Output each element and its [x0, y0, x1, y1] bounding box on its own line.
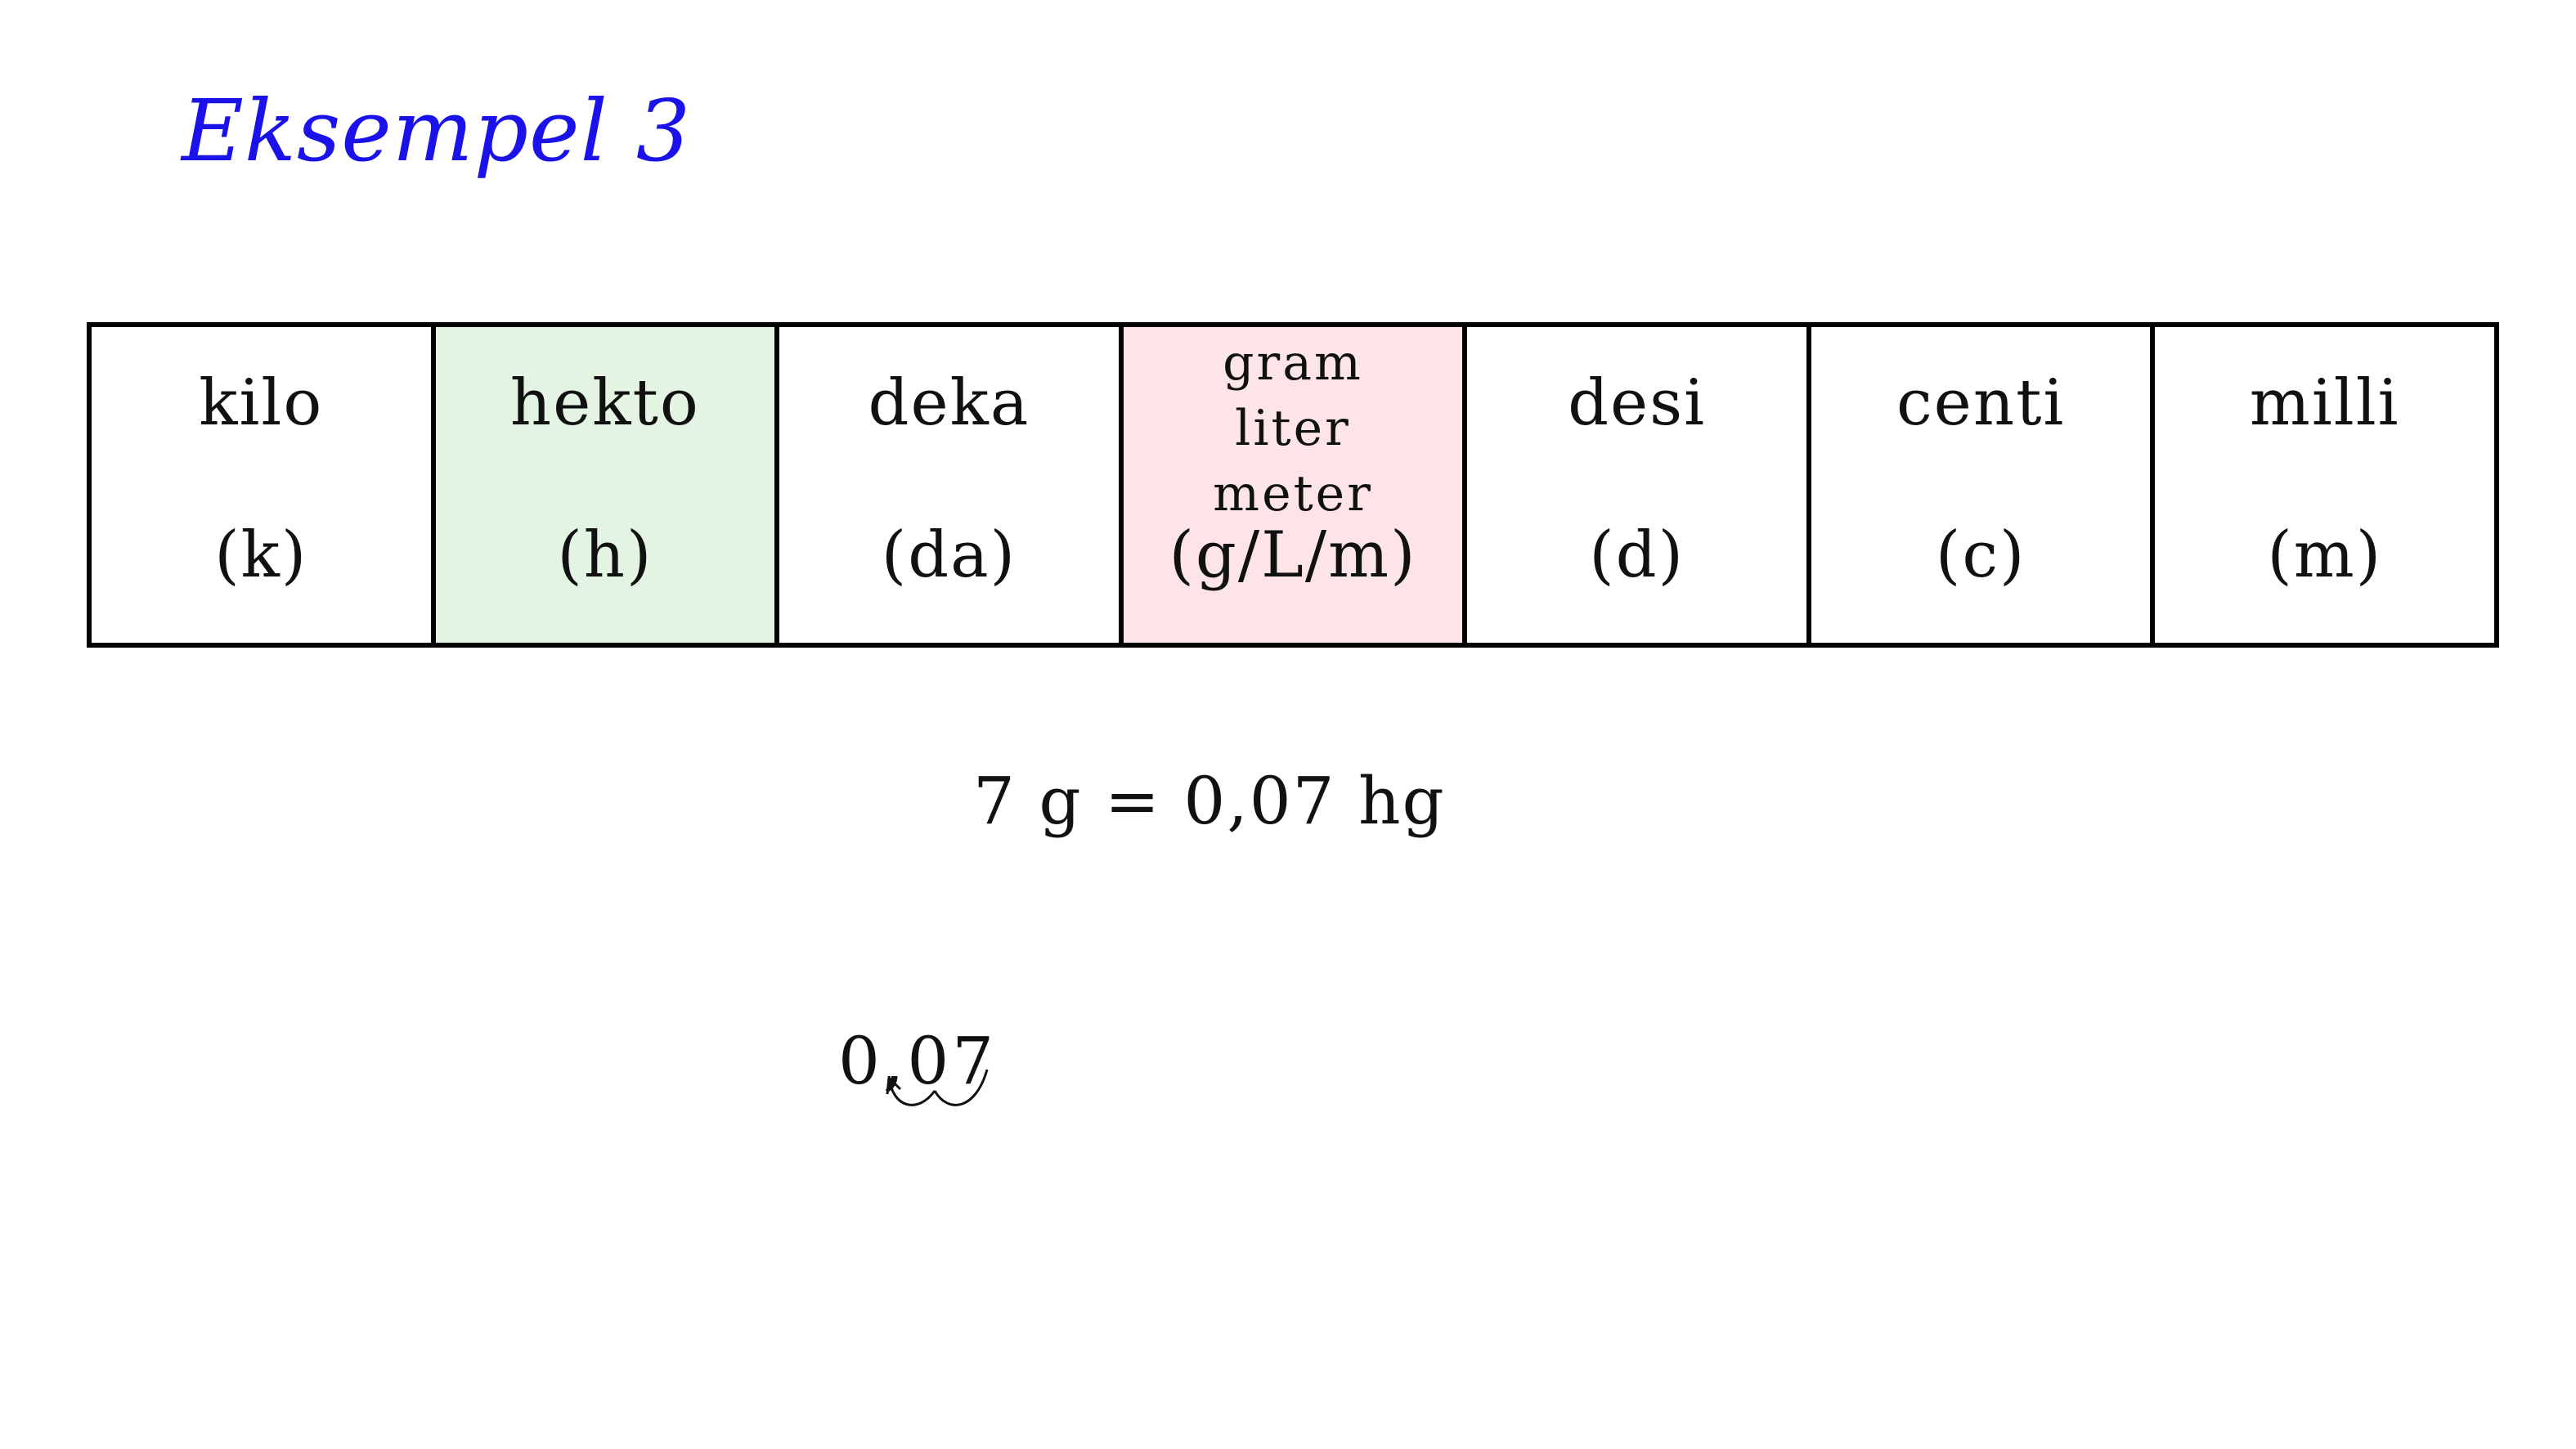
prefix-name: hekto: [509, 366, 700, 440]
prefix-abbreviation: (c): [1935, 518, 2026, 592]
prefix-cell-desi: desi (d): [1467, 327, 1811, 643]
unit-prefix-table: kilo (k) hekto (h) deka (da) gram liter …: [87, 322, 2499, 648]
prefix-cell-kilo: kilo (k): [92, 327, 436, 643]
prefix-name: milli: [2249, 366, 2400, 440]
prefix-abbreviation: (k): [214, 518, 308, 592]
base-unit-name-liter: liter: [1235, 400, 1351, 457]
decimal-hop-arrows: [886, 1069, 989, 1106]
shifted-number: 0,07: [838, 1023, 998, 1099]
conversion-equation: 7 g = 0,07 hg: [973, 763, 1446, 839]
prefix-abbreviation: (g/L/m): [1169, 518, 1417, 592]
prefix-cell-centi: centi (c): [1811, 327, 2156, 643]
prefix-name: centi: [1896, 366, 2066, 440]
base-unit-names: gram liter meter: [1124, 330, 1463, 527]
prefix-name: desi: [1568, 366, 1707, 440]
prefix-abbreviation: (h): [557, 518, 653, 592]
example-title: Eksempel 3: [182, 81, 692, 181]
prefix-name: deka: [868, 366, 1030, 440]
hop-arc-2: [933, 1069, 989, 1106]
prefix-cell-base-unit: gram liter meter (g/L/m): [1123, 327, 1468, 643]
decimal-shift-demo: 0,07: [838, 1029, 1034, 1127]
prefix-abbreviation: (m): [2267, 518, 2383, 592]
prefix-cell-milli: milli (m): [2155, 327, 2494, 643]
hop-arrowhead: [886, 1076, 902, 1095]
prefix-name: kilo: [199, 366, 324, 440]
prefix-abbreviation: (d): [1589, 518, 1685, 592]
hop-arc-1: [887, 1075, 936, 1106]
base-unit-name-meter: meter: [1213, 465, 1373, 523]
prefix-abbreviation: (da): [881, 518, 1017, 592]
base-unit-name-gram: gram: [1223, 334, 1363, 392]
prefix-cell-hekto: hekto (h): [435, 327, 780, 643]
prefix-cell-deka: deka (da): [779, 327, 1124, 643]
